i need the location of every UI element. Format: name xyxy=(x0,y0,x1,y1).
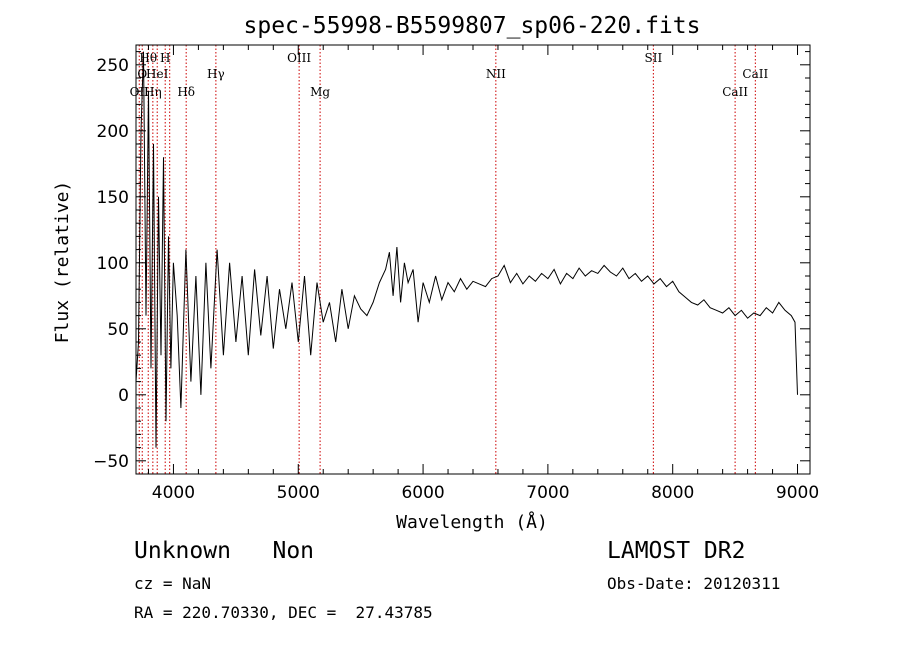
tick-label: 4000 xyxy=(152,483,195,503)
marker-label: H xyxy=(160,51,170,65)
tick-label: −50 xyxy=(93,452,129,472)
tick-label: 5000 xyxy=(277,483,320,503)
marker-label: NII xyxy=(486,67,506,81)
object-class: Unknown Non xyxy=(134,538,315,564)
tick-label: 8000 xyxy=(651,483,694,503)
x-axis-label: Wavelength (Å) xyxy=(396,511,548,533)
plot-frame xyxy=(135,44,811,475)
tick-label: 7000 xyxy=(526,483,569,503)
marker-label: Hδ xyxy=(177,85,195,99)
chart-title: spec-55998-B5599807_sp06-220.fits xyxy=(244,13,701,39)
tick-label: 0 xyxy=(118,386,129,406)
marker-label: OIII xyxy=(287,51,311,65)
marker-label: Hγ xyxy=(207,67,225,81)
marker-label: CaII xyxy=(742,67,768,81)
axis-ticks: 4000 5000 6000 7000 8000 9000 −50 0 50 100 150 200 2… xyxy=(93,45,819,503)
marker-label: Hη xyxy=(144,85,162,99)
spectrum-line xyxy=(135,51,798,448)
marker-label: SII xyxy=(645,51,663,65)
coordinates: RA = 220.70330, DEC = 27.43785 xyxy=(134,603,433,622)
tick-label: 6000 xyxy=(401,483,444,503)
tick-label: 9000 xyxy=(776,483,819,503)
tick-label: 200 xyxy=(97,122,129,142)
marker-label: Mg xyxy=(310,85,330,99)
tick-label: 100 xyxy=(97,254,129,274)
y-axis-label: Flux (relative) xyxy=(52,181,73,344)
observation-date: Obs-Date: 20120311 xyxy=(607,574,781,593)
tick-label: 50 xyxy=(107,320,129,340)
tick-label: 150 xyxy=(97,188,129,208)
marker-label: Hθ xyxy=(139,51,157,65)
survey-name: LAMOST DR2 xyxy=(607,538,746,564)
marker-label: CaII xyxy=(722,85,748,99)
redshift-cz: cz = NaN xyxy=(134,574,212,593)
tick-label: 250 xyxy=(97,56,129,76)
marker-label: HeI xyxy=(146,67,169,81)
